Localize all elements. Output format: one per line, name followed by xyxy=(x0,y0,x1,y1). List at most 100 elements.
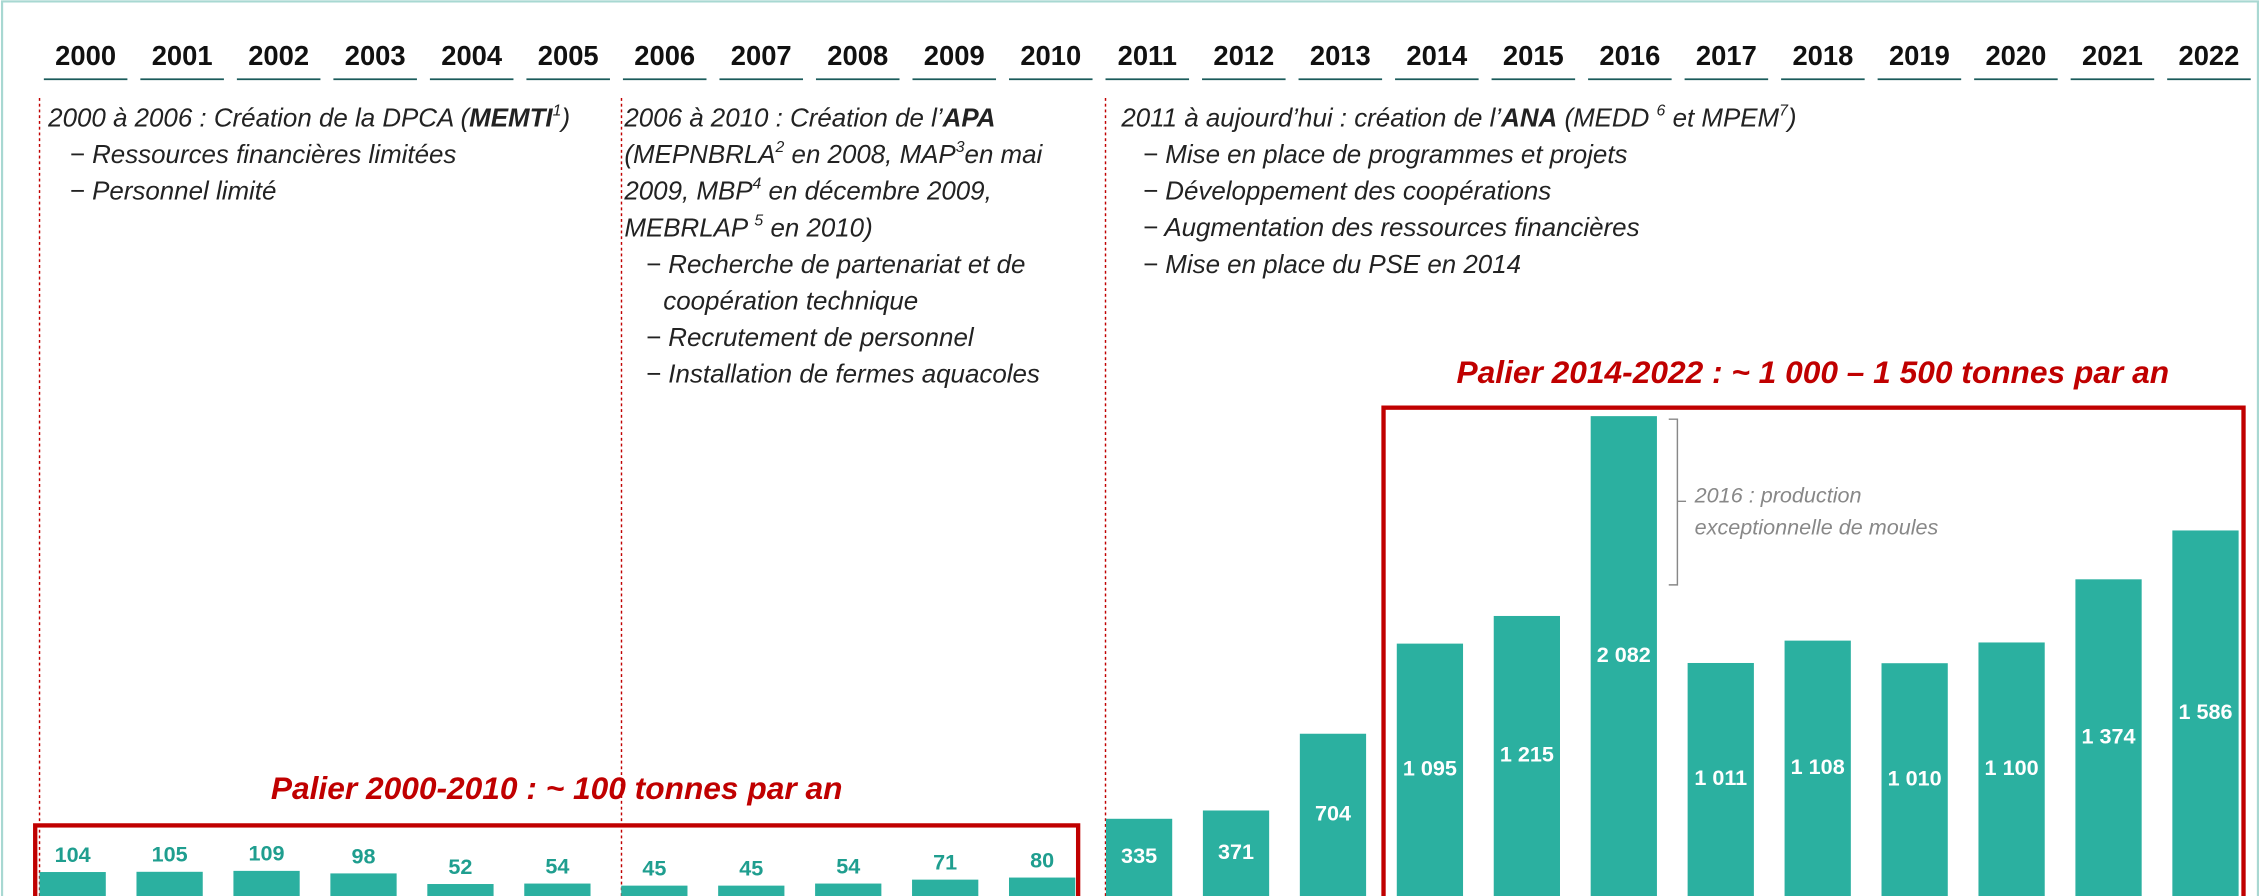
bar xyxy=(427,884,494,896)
bar xyxy=(1590,416,1657,896)
text-run: en 2010) xyxy=(763,214,872,242)
bar xyxy=(1784,640,1851,896)
x-tick-label: 2014 xyxy=(1406,40,1468,71)
value-label: 1 095 xyxy=(1403,756,1457,781)
period-item: − Développement des coopérations xyxy=(1143,178,1551,206)
value-label: 371 xyxy=(1218,839,1254,864)
bar xyxy=(2172,530,2239,896)
plateau-box xyxy=(33,823,1081,896)
bold-run: APA xyxy=(942,104,996,132)
period-item: − Personnel limité xyxy=(70,178,277,206)
bar xyxy=(1493,615,1560,896)
text-run: 2011 à aujourd’hui : création de l’ xyxy=(1120,104,1502,132)
bar xyxy=(1299,733,1367,896)
bar xyxy=(1978,642,2045,896)
value-label: 104 xyxy=(55,842,91,867)
period-heading: 2009, MBP4 en décembre 2009, xyxy=(623,175,991,205)
superscript: 6 xyxy=(1657,102,1666,119)
bar xyxy=(39,872,106,896)
x-tick-label: 2017 xyxy=(1696,40,1757,71)
value-label: 45 xyxy=(642,855,666,880)
value-label: 71 xyxy=(933,849,957,874)
text-run: en mai xyxy=(965,141,1044,169)
bar xyxy=(330,873,397,896)
text-run: et MPEM xyxy=(1665,104,1779,132)
period-item: coopération technique xyxy=(663,287,918,315)
plateau-label: Palier 2014-2022 : ~ 1 000 – 1 500 tonne… xyxy=(1457,354,2170,390)
x-tick-label: 2011 xyxy=(1118,40,1177,71)
value-label: 1 108 xyxy=(1791,754,1845,779)
bar xyxy=(718,885,785,896)
period-heading: (MEPNBRLA2 en 2008, MAP3en mai xyxy=(624,139,1043,169)
text-run: 2006 à 2010 : Création de l’ xyxy=(623,104,944,132)
text-run: 2000 à 2006 : Création de la DPCA ( xyxy=(47,104,471,132)
plateau-label: Palier 2000-2010 : ~ 100 tonnes par an xyxy=(271,770,843,806)
period-item: − Recherche de partenariat et de xyxy=(646,251,1026,279)
value-label: 98 xyxy=(351,843,375,868)
value-label: 109 xyxy=(249,841,285,866)
bold-run: MEMTI xyxy=(469,104,553,132)
value-label: 1 011 xyxy=(1694,765,1747,790)
x-tick-label: 2006 xyxy=(634,40,695,71)
bar xyxy=(2075,579,2142,896)
period-item: − Recrutement de personnel xyxy=(646,324,975,352)
text-run: ) xyxy=(558,104,570,132)
bar xyxy=(1687,662,1754,896)
value-label: 1 100 xyxy=(1985,755,2039,780)
text-run: en 2008, MAP xyxy=(784,141,956,169)
value-label: 105 xyxy=(152,842,188,867)
bar xyxy=(912,879,979,896)
text-run: ) xyxy=(1785,104,1797,132)
value-label: 704 xyxy=(1315,801,1351,826)
x-tick-label: 2007 xyxy=(731,40,792,71)
superscript: 2 xyxy=(775,139,785,156)
bar xyxy=(233,870,300,896)
x-tick-label: 2009 xyxy=(924,40,985,71)
bar xyxy=(815,883,882,896)
x-tick-label: 2004 xyxy=(441,40,503,71)
x-tick-label: 2016 xyxy=(1599,40,1660,71)
period-item: − Augmentation des ressources financière… xyxy=(1143,214,1640,242)
value-label: 80 xyxy=(1030,847,1054,872)
text-run: 2009, MBP xyxy=(623,178,753,206)
bar xyxy=(1881,663,1948,896)
superscript: 1 xyxy=(553,102,562,119)
value-label: 335 xyxy=(1121,843,1157,868)
superscript: 3 xyxy=(956,139,965,156)
note: 2016 : production xyxy=(1694,483,1862,508)
period-item: − Mise en place du PSE en 2014 xyxy=(1143,251,1521,279)
x-tick-label: 2019 xyxy=(1889,40,1950,71)
x-tick-label: 2005 xyxy=(538,40,599,71)
x-tick-label: 2021 xyxy=(2082,40,2143,71)
text-run: MEBRLAP xyxy=(624,214,754,242)
x-tick-label: 2020 xyxy=(1985,40,2046,71)
x-tick-label: 2000 xyxy=(55,40,116,71)
note: exceptionnelle de moules xyxy=(1695,514,1939,539)
plateau-box xyxy=(1381,405,2246,896)
x-tick-label: 2002 xyxy=(248,40,309,71)
value-label: 45 xyxy=(739,855,763,880)
bar xyxy=(1105,818,1173,896)
x-tick-label: 2018 xyxy=(1792,40,1853,71)
value-label: 52 xyxy=(448,854,472,879)
period-item: − Installation de fermes aquacoles xyxy=(646,361,1040,389)
value-label: 1 010 xyxy=(1888,765,1942,790)
x-tick-label: 2003 xyxy=(345,40,406,71)
x-tick-label: 2012 xyxy=(1213,40,1274,71)
period-heading: MEBRLAP 5 en 2010) xyxy=(624,212,872,242)
period-item: − Ressources financières limitées xyxy=(70,141,457,169)
x-tick-label: 2015 xyxy=(1503,40,1564,71)
text-run: (MEDD xyxy=(1557,104,1656,132)
value-label: 54 xyxy=(545,853,569,878)
value-label: 1 586 xyxy=(2178,699,2232,724)
value-label: 2 082 xyxy=(1597,642,1651,667)
period-heading: 2006 à 2010 : Création de l’APA xyxy=(623,104,995,132)
period-heading: 2000 à 2006 : Création de la DPCA (MEMTI… xyxy=(47,102,570,132)
value-label: 1 374 xyxy=(2082,723,2136,748)
text-run: en décembre 2009, xyxy=(761,178,991,206)
x-tick-label: 2001 xyxy=(152,40,213,71)
bar xyxy=(1008,877,1076,896)
x-tick-label: 2010 xyxy=(1020,40,1081,71)
